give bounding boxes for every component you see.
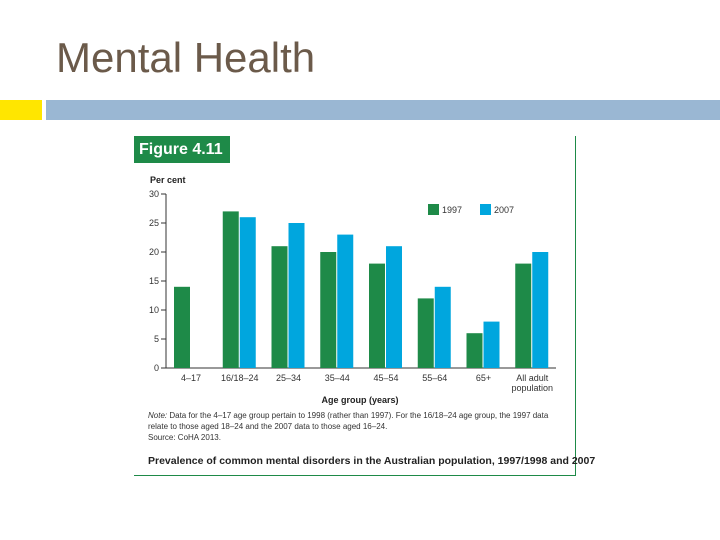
bar-1997 — [417, 298, 434, 368]
bar-2007 — [532, 252, 549, 368]
legend-label-1997: 1997 — [442, 205, 462, 215]
accent-header-bar — [46, 100, 720, 120]
bar-1997 — [320, 252, 337, 368]
y-tick-label: 5 — [154, 334, 159, 344]
x-tick-label: 55–64 — [422, 373, 447, 383]
legend-label-2007: 2007 — [494, 205, 514, 215]
bar-2007 — [483, 321, 500, 368]
bar-2007 — [337, 234, 354, 368]
legend-swatch-2007 — [480, 204, 491, 215]
bar-1997 — [466, 333, 483, 368]
bar-2007 — [239, 217, 256, 368]
x-tick-label: population — [511, 383, 553, 393]
figure-source: Source: CoHA 2013. — [148, 433, 221, 442]
y-axis-label: Per cent — [150, 175, 186, 185]
x-tick-label: 65+ — [476, 373, 491, 383]
x-tick-label: All adult — [516, 373, 549, 383]
bar-1997 — [222, 211, 239, 368]
x-axis-label: Age group (years) — [321, 395, 398, 405]
bar-1997 — [271, 246, 288, 368]
accent-yellow-block — [0, 100, 42, 120]
note-text: Data for the 4–17 age group pertain to 1… — [148, 411, 549, 431]
figure-badge: Figure 4.11 — [134, 136, 230, 163]
legend-swatch-1997 — [428, 204, 439, 215]
x-tick-label: 45–54 — [373, 373, 398, 383]
bar-1997 — [369, 263, 385, 368]
y-tick-label: 30 — [149, 189, 159, 199]
x-tick-label: 4–17 — [181, 373, 201, 383]
y-tick-label: 15 — [149, 276, 159, 286]
y-tick-label: 10 — [149, 305, 159, 315]
y-tick-label: 25 — [149, 218, 159, 228]
x-tick-label: 25–34 — [276, 373, 301, 383]
bar-2007 — [288, 223, 305, 368]
y-tick-label: 20 — [149, 247, 159, 257]
figure-note: Note: Data for the 4–17 age group pertai… — [148, 410, 568, 432]
figure-caption: Prevalence of common mental disorders in… — [148, 455, 596, 467]
slide-title: Mental Health — [56, 34, 316, 81]
bar-2007 — [386, 246, 402, 368]
bar-1997 — [515, 263, 532, 368]
note-label: Note: — [148, 411, 168, 420]
x-tick-label: 16/18–24 — [221, 373, 259, 383]
figure-frame — [134, 136, 576, 476]
y-tick-label: 0 — [154, 363, 159, 373]
bar-1997 — [174, 286, 190, 368]
bar-2007 — [434, 286, 451, 368]
x-tick-label: 35–44 — [325, 373, 350, 383]
